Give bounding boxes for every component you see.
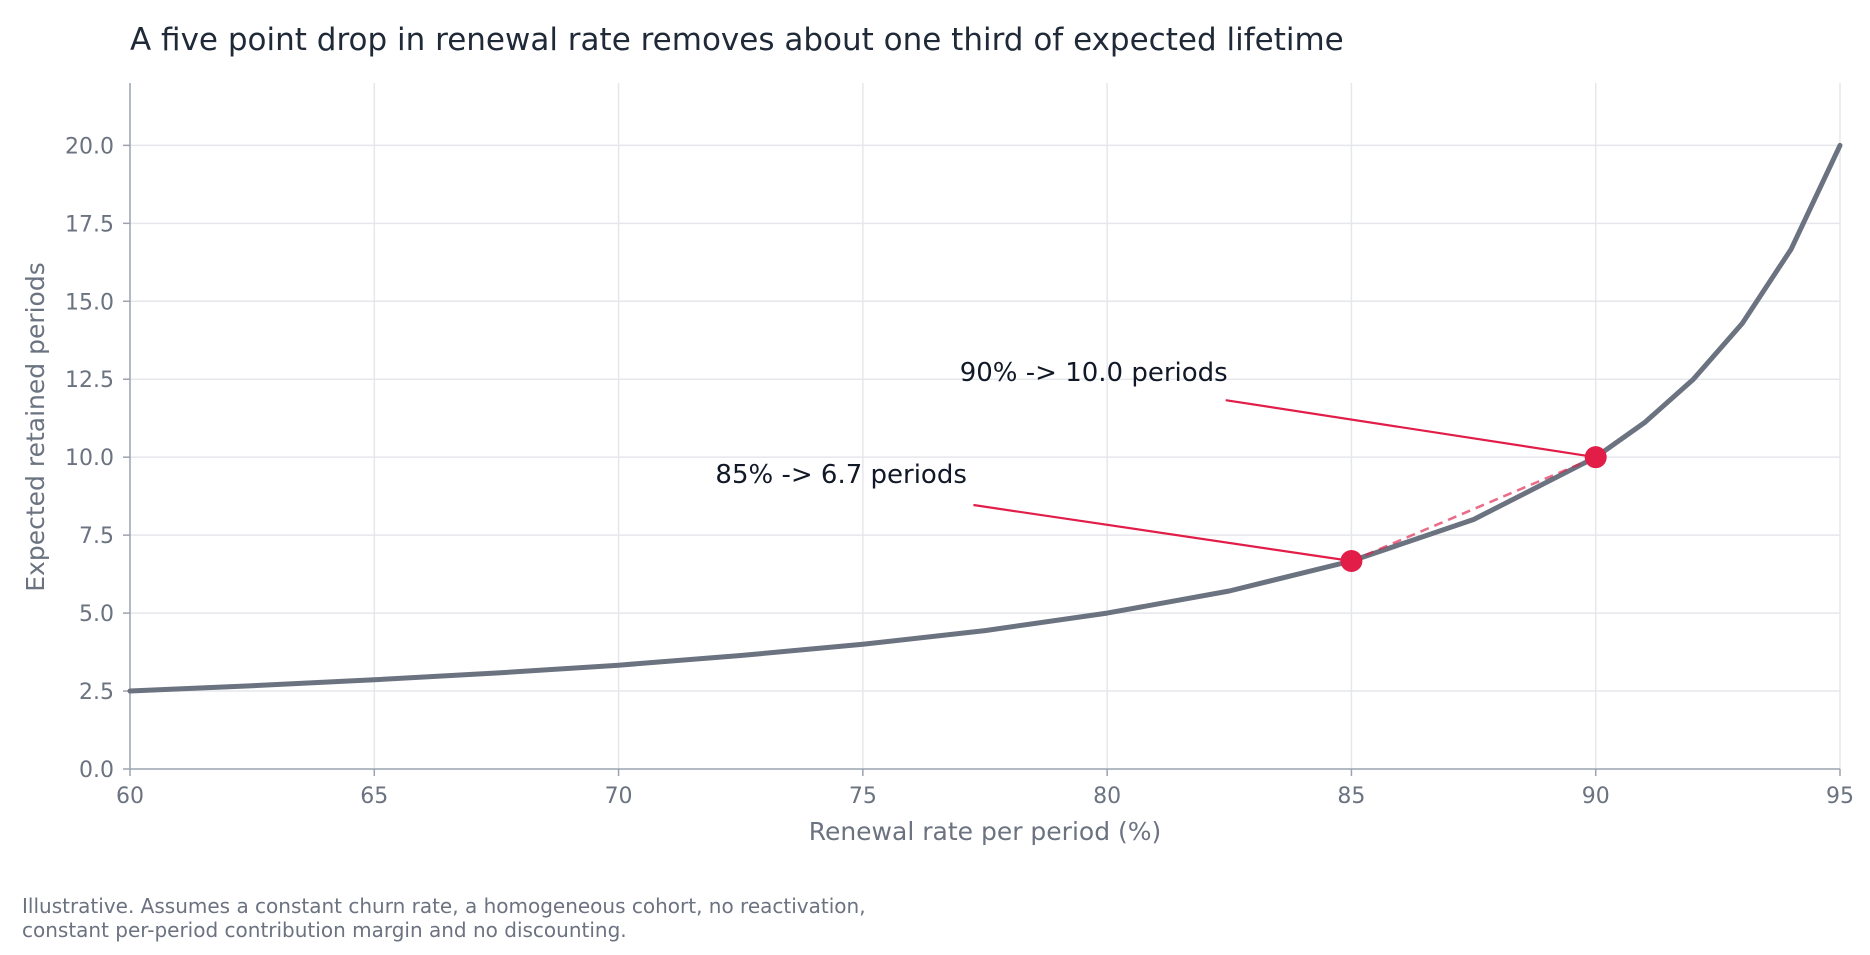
x-tick-label: 70 (605, 784, 633, 809)
x-tick-label: 85 (1337, 784, 1365, 809)
series (127, 142, 1843, 694)
x-axis-label: Renewal rate per period (%) (809, 817, 1162, 846)
y-tick-label: 7.5 (79, 524, 114, 549)
footnote-line-2: constant per-period contribution margin … (22, 918, 627, 942)
grid (130, 83, 1841, 769)
x-tick-label: 80 (1093, 784, 1121, 809)
series-line (127, 142, 1843, 694)
y-tick-label: 20.0 (65, 134, 114, 159)
y-tick-label: 2.5 (79, 680, 114, 705)
y-tick-label: 12.5 (65, 368, 114, 393)
x-tick-label: 60 (116, 784, 144, 809)
axes: 60 65 70 75 80 85 90 95 0.0 2.5 5.0 7.5 10.0 12.5 15.0… (65, 83, 1854, 809)
highlight-point (1584, 446, 1607, 469)
annotation-arrow-line (973, 503, 1352, 563)
y-axis-label: Expected retained periods (21, 262, 50, 591)
annotation-label: 85% -> 6.7 periods (715, 460, 966, 490)
annotation-arrow-line (1225, 399, 1596, 459)
y-tick-label: 10.0 (65, 446, 114, 471)
y-tick-label: 15.0 (65, 290, 114, 315)
annotations: 85% -> 6.7 periods 90% -> 10.0 periods (715, 358, 1607, 573)
connector-dashed-line (1350, 456, 1597, 563)
x-tick-label: 95 (1826, 784, 1854, 809)
footnote-line-1: Illustrative. Assumes a constant churn r… (22, 894, 866, 918)
highlight-point (1340, 550, 1363, 573)
chart-title: A five point drop in renewal rate remove… (130, 22, 1344, 58)
x-tick-label: 65 (360, 784, 388, 809)
x-tick-label: 90 (1582, 784, 1610, 809)
x-tick-label: 75 (849, 784, 877, 809)
y-tick-label: 0.0 (79, 758, 114, 783)
y-tick-label: 5.0 (79, 602, 114, 627)
annotation-label: 90% -> 10.0 periods (960, 358, 1228, 388)
y-tick-label: 17.5 (65, 212, 114, 237)
